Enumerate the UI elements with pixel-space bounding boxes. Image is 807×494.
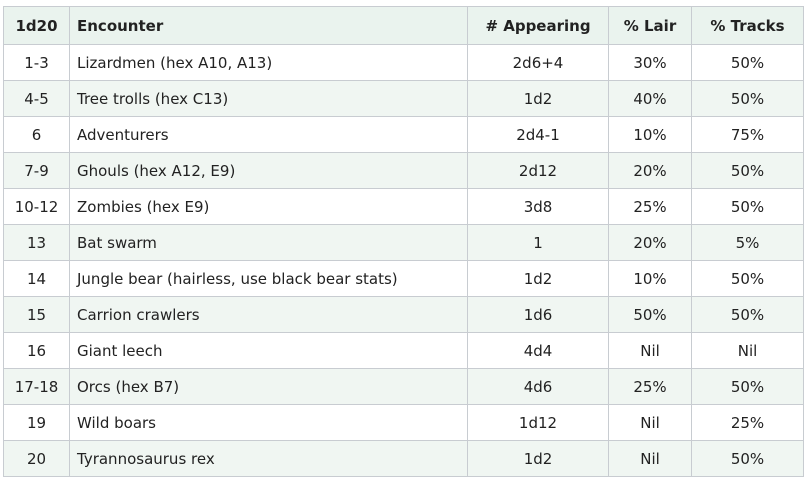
- table-header: 1d20 Encounter # Appearing % Lair % Trac…: [3, 6, 804, 45]
- cell-lair: 30%: [608, 44, 692, 81]
- header-row: 1d20 Encounter # Appearing % Lair % Trac…: [3, 6, 804, 45]
- cell-tracks: 50%: [691, 368, 804, 405]
- cell-lair: 10%: [608, 116, 692, 153]
- cell-appearing: 1d2: [467, 260, 609, 297]
- cell-lair: 20%: [608, 224, 692, 261]
- cell-lair: 25%: [608, 368, 692, 405]
- cell-lair: 10%: [608, 260, 692, 297]
- cell-lair: Nil: [608, 404, 692, 441]
- table-body: 1-3 Lizardmen (hex A10, A13) 2d6+4 30% 50% 4-…: [3, 44, 804, 477]
- cell-tracks: 50%: [691, 296, 804, 333]
- cell-die: 7-9: [3, 152, 70, 189]
- header-encounter: Encounter: [69, 6, 468, 45]
- header-appearing: # Appearing: [467, 6, 609, 45]
- cell-appearing: 1: [467, 224, 609, 261]
- cell-encounter: Zombies (hex E9): [69, 188, 468, 225]
- cell-encounter: Bat swarm: [69, 224, 468, 261]
- cell-die: 19: [3, 404, 70, 441]
- cell-appearing: 4d4: [467, 332, 609, 369]
- cell-die: 15: [3, 296, 70, 333]
- cell-encounter: Tyrannosaurus rex: [69, 440, 468, 477]
- cell-tracks: 50%: [691, 80, 804, 117]
- cell-die: 14: [3, 260, 70, 297]
- cell-encounter: Lizardmen (hex A10, A13): [69, 44, 468, 81]
- cell-lair: 50%: [608, 296, 692, 333]
- cell-encounter: Adventurers: [69, 116, 468, 153]
- table-row: 13 Bat swarm 1 20% 5%: [3, 224, 804, 261]
- cell-lair: 20%: [608, 152, 692, 189]
- cell-die: 6: [3, 116, 70, 153]
- table-row: 19 Wild boars 1d12 Nil 25%: [3, 404, 804, 441]
- cell-lair: Nil: [608, 332, 692, 369]
- cell-appearing: 2d12: [467, 152, 609, 189]
- cell-appearing: 2d4-1: [467, 116, 609, 153]
- cell-appearing: 1d2: [467, 440, 609, 477]
- cell-appearing: 1d2: [467, 80, 609, 117]
- cell-lair: 25%: [608, 188, 692, 225]
- table-row: 17-18 Orcs (hex B7) 4d6 25% 50%: [3, 368, 804, 405]
- cell-tracks: 5%: [691, 224, 804, 261]
- cell-encounter: Carrion crawlers: [69, 296, 468, 333]
- cell-encounter: Ghouls (hex A12, E9): [69, 152, 468, 189]
- cell-appearing: 1d12: [467, 404, 609, 441]
- cell-encounter: Orcs (hex B7): [69, 368, 468, 405]
- encounter-table: 1d20 Encounter # Appearing % Lair % Trac…: [3, 6, 804, 477]
- cell-tracks: 50%: [691, 440, 804, 477]
- cell-encounter: Jungle bear (hairless, use black bear st…: [69, 260, 468, 297]
- header-tracks: % Tracks: [691, 6, 804, 45]
- header-die: 1d20: [3, 6, 70, 45]
- cell-die: 20: [3, 440, 70, 477]
- header-lair: % Lair: [608, 6, 692, 45]
- cell-tracks: 25%: [691, 404, 804, 441]
- cell-die: 17-18: [3, 368, 70, 405]
- cell-encounter: Tree trolls (hex C13): [69, 80, 468, 117]
- table-row: 7-9 Ghouls (hex A12, E9) 2d12 20% 50%: [3, 152, 804, 189]
- cell-die: 1-3: [3, 44, 70, 81]
- table-row: 15 Carrion crawlers 1d6 50% 50%: [3, 296, 804, 333]
- cell-appearing: 1d6: [467, 296, 609, 333]
- cell-appearing: 3d8: [467, 188, 609, 225]
- cell-die: 4-5: [3, 80, 70, 117]
- table-row: 4-5 Tree trolls (hex C13) 1d2 40% 50%: [3, 80, 804, 117]
- table-row: 16 Giant leech 4d4 Nil Nil: [3, 332, 804, 369]
- cell-encounter: Wild boars: [69, 404, 468, 441]
- cell-tracks: 50%: [691, 152, 804, 189]
- cell-tracks: Nil: [691, 332, 804, 369]
- cell-tracks: 75%: [691, 116, 804, 153]
- cell-tracks: 50%: [691, 188, 804, 225]
- table-row: 14 Jungle bear (hairless, use black bear …: [3, 260, 804, 297]
- cell-lair: Nil: [608, 440, 692, 477]
- cell-die: 10-12: [3, 188, 70, 225]
- cell-die: 16: [3, 332, 70, 369]
- cell-appearing: 2d6+4: [467, 44, 609, 81]
- cell-appearing: 4d6: [467, 368, 609, 405]
- cell-tracks: 50%: [691, 260, 804, 297]
- cell-tracks: 50%: [691, 44, 804, 81]
- cell-die: 13: [3, 224, 70, 261]
- table-row: 10-12 Zombies (hex E9) 3d8 25% 50%: [3, 188, 804, 225]
- table-row: 20 Tyrannosaurus rex 1d2 Nil 50%: [3, 440, 804, 477]
- table-row: 6 Adventurers 2d4-1 10% 75%: [3, 116, 804, 153]
- cell-lair: 40%: [608, 80, 692, 117]
- cell-encounter: Giant leech: [69, 332, 468, 369]
- table-row: 1-3 Lizardmen (hex A10, A13) 2d6+4 30% 50%: [3, 44, 804, 81]
